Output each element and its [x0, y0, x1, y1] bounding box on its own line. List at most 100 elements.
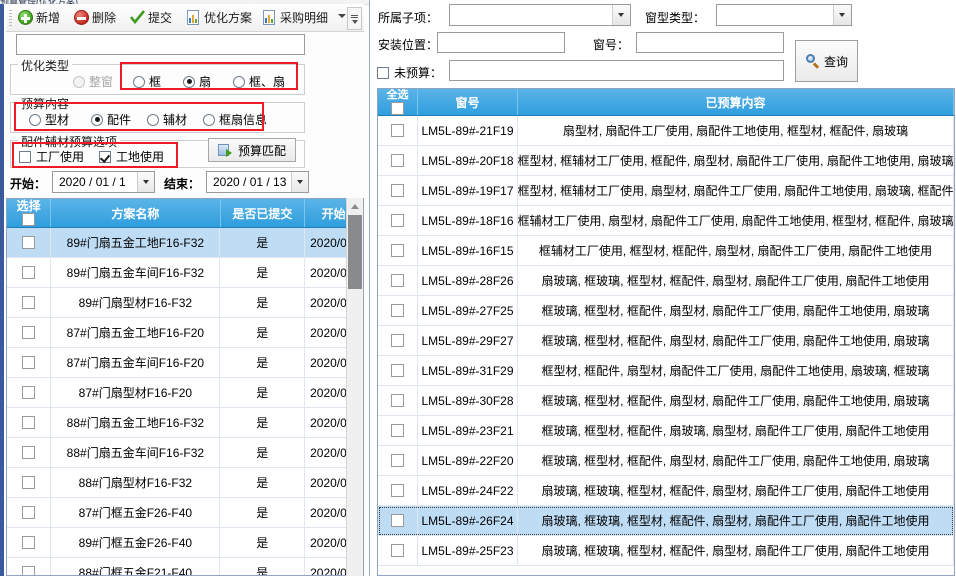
table-row[interactable]: LM5L-89#-16F15 框辅材工厂使用, 框型材, 框配件, 扇型材, 扇配…: [378, 236, 954, 266]
scrollbar-thumb[interactable]: [348, 215, 362, 289]
end-date-picker[interactable]: 2020 / 01 / 13: [206, 171, 309, 193]
row-checkbox[interactable]: [22, 536, 36, 549]
toolbar-button-optimize-plan[interactable]: 优化方案: [186, 8, 252, 27]
radio-sash[interactable]: 扇: [183, 73, 211, 90]
window-budget-header-select-all[interactable]: 全选: [378, 89, 418, 115]
row-select-cell[interactable]: [7, 258, 52, 287]
row-select-cell[interactable]: [378, 116, 418, 145]
table-row[interactable]: 87#门扇五金工地F16-F20 是 2020/0: [7, 318, 363, 348]
row-checkbox[interactable]: [391, 274, 404, 287]
select-all-checkbox[interactable]: [391, 101, 404, 115]
plan-list-header-select[interactable]: 选择: [7, 199, 52, 227]
row-checkbox[interactable]: [391, 364, 404, 377]
row-checkbox[interactable]: [391, 244, 404, 257]
row-select-cell[interactable]: [7, 558, 52, 575]
row-select-cell[interactable]: [7, 288, 52, 317]
row-checkbox[interactable]: [22, 566, 36, 575]
row-select-cell[interactable]: [7, 468, 52, 497]
row-checkbox[interactable]: [391, 184, 404, 197]
row-select-cell[interactable]: [378, 206, 418, 235]
radio-auxiliary[interactable]: 辅材: [147, 111, 187, 128]
row-checkbox[interactable]: [391, 514, 404, 527]
toolbar-grip[interactable]: [9, 10, 12, 26]
start-date-picker[interactable]: 2020 / 01 / 1: [52, 171, 155, 193]
row-select-cell[interactable]: [378, 236, 418, 265]
row-checkbox[interactable]: [22, 326, 36, 339]
table-row[interactable]: 87#门扇型材F16-F20 是 2020/0: [7, 378, 363, 408]
plan-list-scrollbar[interactable]: [346, 198, 363, 576]
row-checkbox[interactable]: [391, 304, 404, 317]
install-position-input[interactable]: [437, 32, 565, 53]
table-row[interactable]: 88#门扇五金工地F16-F32 是 2020/0: [7, 408, 363, 438]
chevron-down-icon[interactable]: [612, 5, 630, 25]
radio-profile[interactable]: 型材: [29, 111, 69, 128]
row-select-cell[interactable]: [378, 386, 418, 415]
checkbox-site-use[interactable]: 工地使用: [99, 148, 164, 165]
table-row[interactable]: LM5L-89#-23F21 框玻璃, 框型材, 框配件, 扇玻璃, 扇型材, 扇…: [378, 416, 954, 446]
row-checkbox[interactable]: [22, 236, 36, 249]
row-checkbox[interactable]: [391, 424, 404, 437]
table-row[interactable]: 89#门扇五金工地F16-F32 是 2020/0: [7, 228, 363, 258]
row-select-cell[interactable]: [378, 176, 418, 205]
table-row[interactable]: LM5L-89#-19F17 框型材, 框辅材工厂使用, 扇型材, 扇配件工厂使用…: [378, 176, 954, 206]
row-checkbox[interactable]: [22, 476, 36, 489]
plan-list-header-name[interactable]: 方案名称: [51, 199, 221, 227]
row-select-cell[interactable]: [7, 498, 52, 527]
subitem-combo[interactable]: [449, 4, 631, 26]
chevron-down-icon[interactable]: [137, 172, 154, 192]
window-budget-header-content[interactable]: 已预算内容: [518, 89, 954, 115]
radio-accessory[interactable]: 配件: [91, 111, 131, 128]
window-budget-header-no[interactable]: 窗号: [418, 89, 518, 115]
table-row[interactable]: LM5L-89#-24F22 扇玻璃, 框玻璃, 框型材, 框配件, 扇型材, 扇…: [378, 476, 954, 506]
table-row[interactable]: 88#门扇型材F16-F32 是 2020/0: [7, 468, 363, 498]
row-checkbox[interactable]: [22, 506, 36, 519]
toolbar-button-delete[interactable]: 删除: [74, 8, 116, 27]
row-select-cell[interactable]: [378, 146, 418, 175]
table-row[interactable]: 88#门框五金F21-F40 是 2020/0: [7, 558, 363, 575]
row-checkbox[interactable]: [391, 124, 404, 137]
table-row[interactable]: LM5L-89#-26F24 扇玻璃, 框玻璃, 框型材, 框配件, 扇型材, 扇…: [378, 506, 954, 536]
row-checkbox[interactable]: [22, 386, 36, 399]
table-row[interactable]: LM5L-89#-28F26 扇玻璃, 框玻璃, 框型材, 框配件, 扇型材, 扇…: [378, 266, 954, 296]
chevron-down-icon[interactable]: [833, 5, 851, 25]
select-all-checkbox[interactable]: [22, 213, 36, 226]
row-select-cell[interactable]: [378, 296, 418, 325]
chevron-down-icon[interactable]: [291, 172, 308, 192]
toolbar-button-submit[interactable]: 提交: [130, 8, 172, 27]
table-row[interactable]: 89#门扇型材F16-F32 是 2020/0: [7, 288, 363, 318]
table-row[interactable]: LM5L-89#-31F29 框型材, 框配件, 扇型材, 扇配件工厂使用, 扇配…: [378, 356, 954, 386]
table-row[interactable]: LM5L-89#-18F16 框辅材工厂使用, 扇型材, 扇配件工厂使用, 扇配件…: [378, 206, 954, 236]
checkbox-factory-use[interactable]: 工厂使用: [19, 148, 84, 165]
row-checkbox[interactable]: [22, 416, 36, 429]
row-select-cell[interactable]: [378, 356, 418, 385]
table-row[interactable]: LM5L-89#-21F19 扇型材, 扇配件工厂使用, 扇配件工地使用, 框型材…: [378, 116, 954, 146]
unbudgeted-input[interactable]: [449, 60, 784, 81]
row-select-cell[interactable]: [7, 228, 52, 257]
window-type-combo[interactable]: [716, 4, 852, 26]
radio-frame-and-sash[interactable]: 框、扇: [233, 73, 285, 90]
chevron-down-icon[interactable]: [338, 14, 346, 18]
plan-name-input[interactable]: [16, 34, 305, 55]
toolbar-button-add[interactable]: 新增: [18, 8, 60, 27]
toolbar-overflow-icon[interactable]: [347, 7, 362, 30]
row-select-cell[interactable]: [378, 416, 418, 445]
row-select-cell[interactable]: [378, 536, 418, 565]
row-checkbox[interactable]: [391, 334, 404, 347]
row-select-cell[interactable]: [7, 348, 52, 377]
row-select-cell[interactable]: [378, 446, 418, 475]
table-row[interactable]: 89#门框五金F26-F40 是 2020/0: [7, 528, 363, 558]
table-row[interactable]: 87#门框五金F26-F40 是 2020/0: [7, 498, 363, 528]
table-row[interactable]: 87#门扇五金车间F16-F20 是 2020/0: [7, 348, 363, 378]
row-checkbox[interactable]: [22, 446, 36, 459]
window-no-input[interactable]: [636, 32, 784, 53]
radio-frame-sash-info[interactable]: 框扇信息: [203, 111, 267, 128]
row-select-cell[interactable]: [378, 476, 418, 505]
budget-match-button[interactable]: 预算匹配: [208, 138, 296, 162]
row-select-cell[interactable]: [378, 326, 418, 355]
row-select-cell[interactable]: [378, 266, 418, 295]
row-select-cell[interactable]: [7, 408, 52, 437]
table-row[interactable]: LM5L-89#-29F27 框玻璃, 框型材, 框配件, 扇型材, 扇配件工厂使…: [378, 326, 954, 356]
table-row[interactable]: 88#门扇五金车间F16-F32 是 2020/0: [7, 438, 363, 468]
row-select-cell[interactable]: [7, 528, 52, 557]
table-row[interactable]: 89#门扇五金车间F16-F32 是 2020/0: [7, 258, 363, 288]
